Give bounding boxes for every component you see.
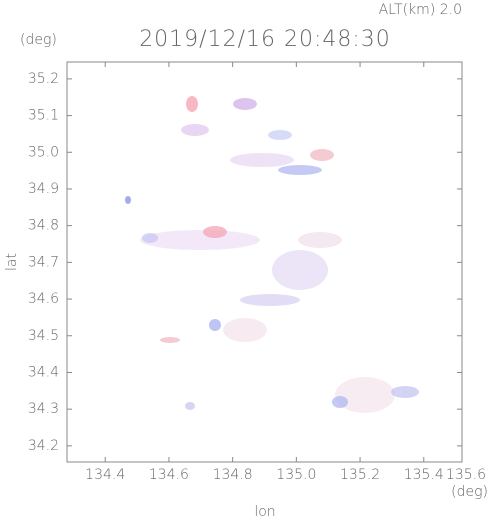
x-tick-label: 134.8 (213, 467, 253, 483)
y-tick-label: 34.9 (28, 181, 59, 197)
x-tick-label: 135.4 (404, 467, 444, 483)
y-tick-label: 34.4 (28, 364, 59, 380)
echo-pattern (125, 96, 419, 413)
y-tick-label: 34.6 (28, 291, 59, 307)
y-tick-label: 34.3 (28, 401, 59, 417)
y-tick-label: 35.1 (28, 108, 59, 124)
y-tick-label: 34.8 (28, 218, 59, 234)
x-tick-label: 134.6 (149, 467, 189, 483)
x-unit: (deg) (451, 484, 488, 500)
x-tick-label: 135.2 (340, 467, 380, 483)
x-axis-label: lon (254, 504, 275, 520)
y-tick-label: 34.5 (28, 328, 59, 344)
y-tick-label: 35.0 (28, 144, 59, 160)
plot-frame (66, 61, 463, 463)
x-tick-label: 135.6 (446, 467, 486, 483)
chart-title: 2019/12/16 20:48:30 (139, 27, 391, 52)
y-axis-label: lat (4, 253, 20, 271)
y-unit: (deg) (20, 32, 57, 48)
y-tick-label: 34.2 (28, 438, 59, 454)
y-tick-label: 35.2 (28, 71, 59, 87)
altitude: ALT(km) 2.0 (379, 2, 462, 18)
x-tick-label: 135.0 (276, 467, 316, 483)
x-tick-label: 134.4 (85, 467, 125, 483)
y-tick-label: 34.7 (28, 254, 59, 270)
